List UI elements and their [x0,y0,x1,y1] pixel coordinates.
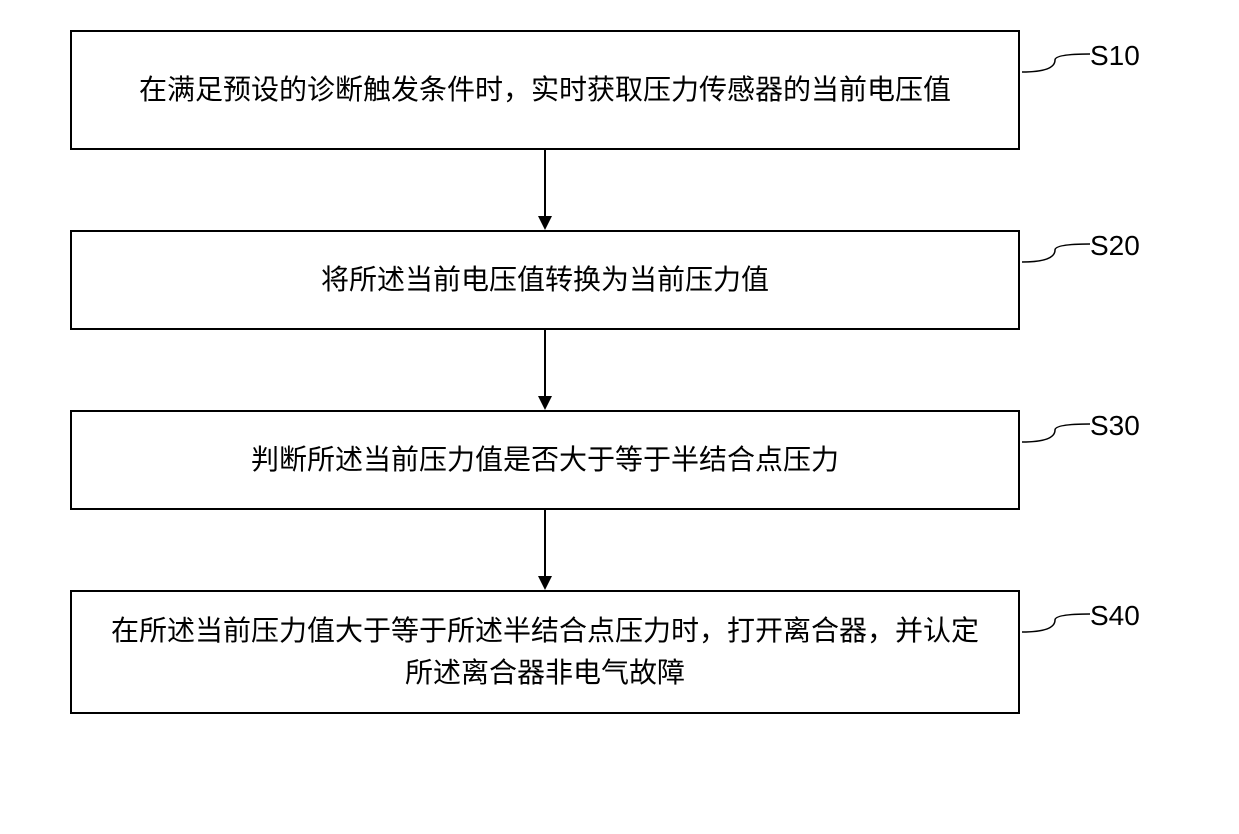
step-label-s40: S40 [1090,600,1140,632]
step-row: 在所述当前压力值大于等于所述半结合点压力时，打开离合器，并认定所述离合器非电气故… [70,590,1170,714]
arrow-connector [70,330,1020,410]
arrow-connector [70,510,1020,590]
label-connector-curve [1020,600,1100,660]
arrow-down-icon [530,510,560,590]
step-label-s30: S30 [1090,410,1140,442]
label-connector-curve [1020,410,1100,470]
arrow-down-icon [530,330,560,410]
arrow-connector [70,150,1020,230]
step-row: 判断所述当前压力值是否大于等于半结合点压力 S30 [70,410,1170,510]
step-box-s10: 在满足预设的诊断触发条件时，实时获取压力传感器的当前电压值 [70,30,1020,150]
step-label-s20: S20 [1090,230,1140,262]
step-box-s30: 判断所述当前压力值是否大于等于半结合点压力 [70,410,1020,510]
step-box-s40: 在所述当前压力值大于等于所述半结合点压力时，打开离合器，并认定所述离合器非电气故… [70,590,1020,714]
arrow-down-icon [530,150,560,230]
step-box-s20: 将所述当前电压值转换为当前压力值 [70,230,1020,330]
flowchart-container: 在满足预设的诊断触发条件时，实时获取压力传感器的当前电压值 S10 将所述当前电… [70,30,1170,714]
label-connector-curve [1020,230,1100,290]
label-connector-curve [1020,40,1100,100]
step-row: 将所述当前电压值转换为当前压力值 S20 [70,230,1170,330]
step-label-s10: S10 [1090,40,1140,72]
step-row: 在满足预设的诊断触发条件时，实时获取压力传感器的当前电压值 S10 [70,30,1170,150]
